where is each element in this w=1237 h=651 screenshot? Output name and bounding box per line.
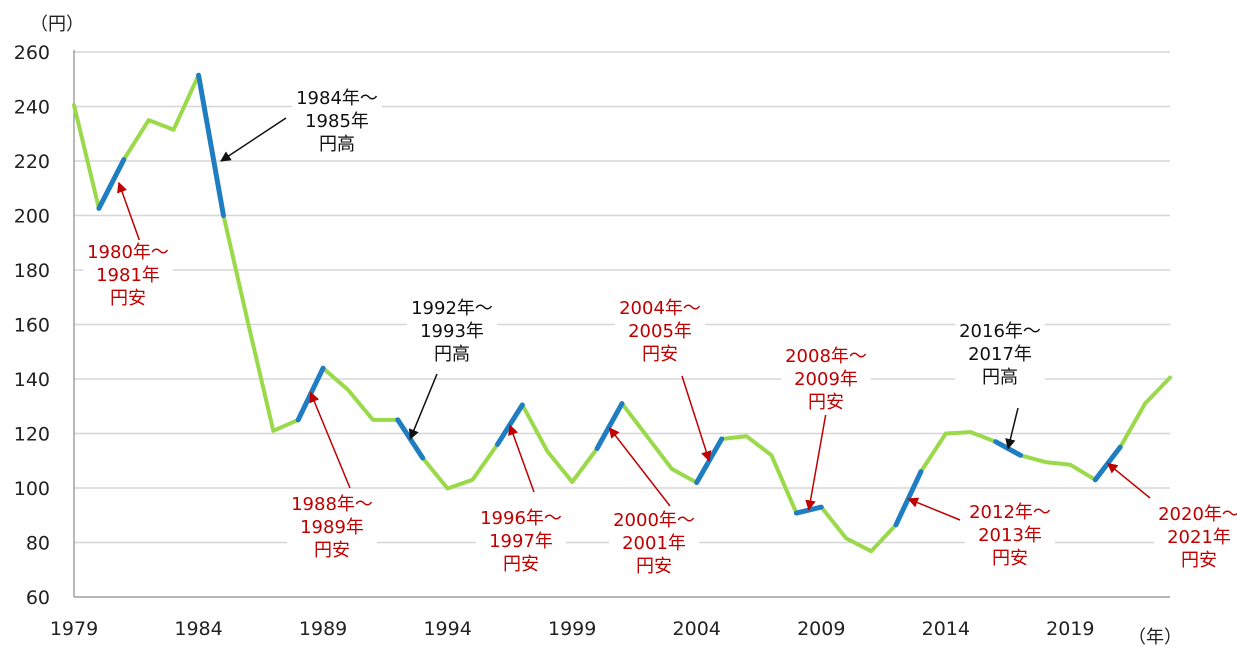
annotation-arrow-2012 xyxy=(907,497,961,521)
annotation-1984: 1984年～ 1985年円高 xyxy=(296,88,378,155)
highlight-segments xyxy=(96,72,1123,528)
y-tick-label: 100 xyxy=(14,478,50,500)
annotation-2012: 2012年～ 2013年円安 xyxy=(969,502,1051,569)
annotation-arrow-1996 xyxy=(508,424,535,493)
y-tick-label: 120 xyxy=(14,424,50,446)
annotation-bg-1988 xyxy=(287,492,377,563)
annotation-2004: 2004年～ 2005年円安 xyxy=(619,298,701,365)
annotation-arrow-2000 xyxy=(608,427,671,507)
x-tick-label: 1999 xyxy=(548,618,596,640)
annotation-bg-1992 xyxy=(407,296,497,367)
y-tick-label: 160 xyxy=(14,315,50,337)
highlight-segment-2012 xyxy=(893,469,924,528)
annotation-bg-2000 xyxy=(609,508,699,579)
annotation-bg-1996 xyxy=(476,506,566,577)
x-tick-label: 2019 xyxy=(1046,618,1094,640)
y-tick-label: 260 xyxy=(14,42,50,64)
annotation-arrow-2020 xyxy=(1106,462,1151,499)
x-tick-label: 1989 xyxy=(299,618,347,640)
annotation-2000: 2000年～ 2001年円安 xyxy=(613,510,695,577)
x-tick-label: 1994 xyxy=(423,618,471,640)
annotation-1988: 1988年～ 1989年円安 xyxy=(291,494,373,561)
annotation-bg-2004 xyxy=(615,296,705,367)
annotation-bg-1984 xyxy=(292,86,382,157)
highlight-segment-1984 xyxy=(196,72,226,218)
y-tick-label: 200 xyxy=(14,206,50,228)
highlight-segment-1980 xyxy=(96,157,127,211)
highlight-segment-2000 xyxy=(594,401,625,451)
annotation-bg-2008 xyxy=(781,344,871,415)
x-tick-label: 1979 xyxy=(50,618,98,640)
y-unit-label: （円） xyxy=(30,14,84,35)
y-tick-label: 140 xyxy=(14,369,50,391)
annotation-1996: 1996年～ 1997年円安 xyxy=(480,508,562,575)
annotation-bg-1980 xyxy=(83,240,173,311)
annotation-2016: 2016年～ 2017年円高 xyxy=(959,321,1041,388)
annotation-1980: 1980年～ 1981年円安 xyxy=(87,242,169,309)
annotation-bg-2020 xyxy=(1154,502,1237,573)
y-tick-label: 240 xyxy=(14,97,50,119)
y-tick-label: 80 xyxy=(26,533,50,555)
x-tick-label: 2009 xyxy=(797,618,845,640)
annotation-bg-2012 xyxy=(965,500,1055,571)
annotation-2008: 2008年～ 2009年円安 xyxy=(785,346,867,413)
x-tick-label: 2004 xyxy=(673,618,721,640)
highlight-segment-1996 xyxy=(494,402,525,447)
annotation-1992: 1992年～ 1993年円高 xyxy=(411,298,493,365)
annotation-2020: 2020年～ 2021年円安 xyxy=(1158,504,1237,571)
tick-labels: 60 80 100 120 140 160 180 200 220 240 260 1979 1984 1… xyxy=(14,42,1095,640)
y-tick-label: 60 xyxy=(26,587,50,609)
x-tick-label: 1984 xyxy=(174,618,222,640)
annotations: 1980年～ 1981年円安 1984年～ 1985年円高 1988年～ 1989年円安 1… xyxy=(83,86,1237,579)
x-tick-label: 2014 xyxy=(922,618,970,640)
annotation-arrow-2016 xyxy=(1005,407,1019,450)
y-tick-label: 180 xyxy=(14,260,50,282)
annotation-arrow-1984 xyxy=(220,117,287,162)
annotation-arrow-2008 xyxy=(805,412,827,511)
annotation-bg-2016 xyxy=(955,319,1045,390)
axes xyxy=(73,50,1170,598)
y-tick-label: 220 xyxy=(14,151,50,173)
highlight-segment-1992 xyxy=(395,417,426,461)
annotation-arrow-1980 xyxy=(117,181,141,243)
annotation-arrow-1992 xyxy=(409,373,438,440)
annotation-arrow-1988 xyxy=(309,391,351,489)
x-unit-label: （年） xyxy=(1128,627,1182,648)
annotation-arrow-2004 xyxy=(681,375,712,462)
